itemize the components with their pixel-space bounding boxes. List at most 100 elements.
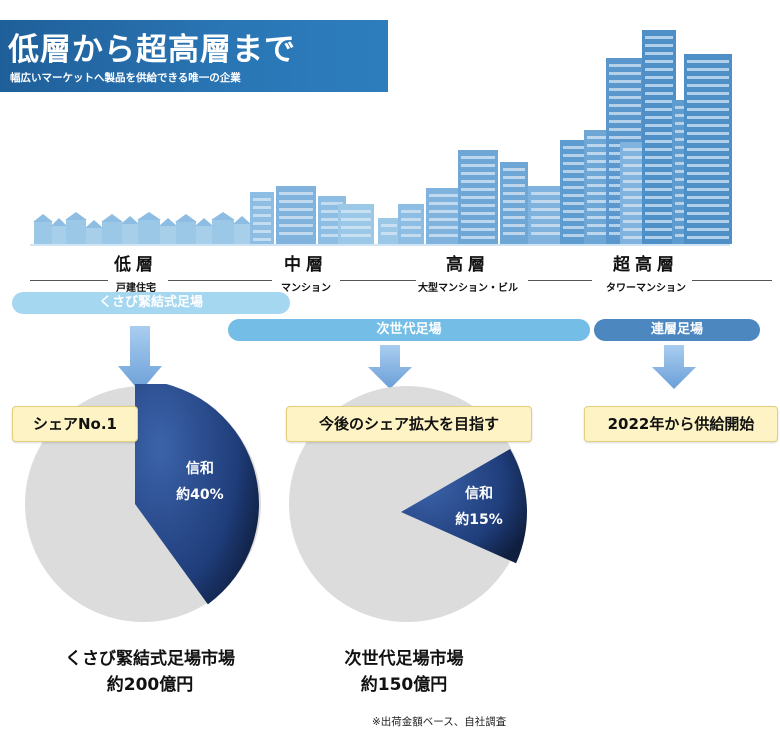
- building-window-row: [687, 172, 729, 175]
- building: [160, 226, 176, 244]
- building-window-row: [587, 224, 621, 227]
- building: [86, 228, 102, 244]
- share-expand-box: 今後のシェア拡大を目指す: [286, 406, 532, 442]
- building-window-row: [645, 68, 673, 71]
- building-roof: [211, 212, 235, 220]
- building-window-row: [531, 208, 561, 211]
- building-window-row: [321, 218, 343, 221]
- building-window-row: [279, 216, 313, 219]
- building-window-row: [587, 136, 621, 139]
- building-window-row: [253, 214, 271, 217]
- building-window-row: [623, 220, 647, 223]
- building-window-row: [623, 156, 647, 159]
- building-window-row: [253, 198, 271, 201]
- pie-slice-others: [289, 386, 525, 622]
- building-window-row: [609, 120, 641, 123]
- building-window-row: [645, 132, 673, 135]
- building-roof: [101, 214, 123, 222]
- building-window-row: [623, 180, 647, 183]
- building-window-row: [503, 232, 525, 235]
- pill-renso-scaffold: 連層足場: [594, 319, 760, 341]
- building-window-row: [687, 140, 729, 143]
- tier-mid-name: 中層: [284, 255, 328, 275]
- building-window-row: [401, 234, 421, 237]
- building-window-row: [687, 204, 729, 207]
- building-window-row: [687, 84, 729, 87]
- building-window-row: [687, 76, 729, 79]
- building-window-row: [609, 80, 641, 83]
- building-window-row: [645, 220, 673, 223]
- building-window-row: [461, 188, 495, 191]
- building-roof: [175, 214, 197, 222]
- building-window-row: [531, 216, 561, 219]
- building-window-row: [645, 180, 673, 183]
- building-window-row: [531, 200, 561, 203]
- building-window-row: [645, 108, 673, 111]
- building-window-row: [623, 236, 647, 239]
- building-window-row: [503, 168, 525, 171]
- building-window-row: [645, 92, 673, 95]
- tier-divider: [528, 280, 592, 281]
- market-caption-kusabi: くさび緊結式足場市場 約200億円: [20, 646, 280, 698]
- building: [66, 220, 86, 244]
- building-window-row: [687, 148, 729, 151]
- building-window-row: [461, 220, 495, 223]
- building: [102, 222, 122, 244]
- building-window-row: [687, 68, 729, 71]
- building-window-row: [587, 160, 621, 163]
- building-window-row: [623, 212, 647, 215]
- building-window-row: [609, 64, 641, 67]
- building-window-row: [503, 184, 525, 187]
- building-window-row: [531, 224, 561, 227]
- building-window-row: [563, 234, 587, 237]
- building-window-row: [687, 156, 729, 159]
- building-window-row: [381, 224, 397, 227]
- building-window-row: [587, 184, 621, 187]
- building-window-row: [531, 232, 561, 235]
- building-window-row: [687, 164, 729, 167]
- building-window-row: [645, 236, 673, 239]
- building-window-row: [253, 222, 271, 225]
- building-window-row: [563, 178, 587, 181]
- tier-high-desc: 大型マンション・ビル: [418, 283, 518, 294]
- building: [196, 226, 212, 244]
- building-window-row: [687, 188, 729, 191]
- building-window-row: [687, 100, 729, 103]
- building-window-row: [645, 156, 673, 159]
- pie-slice-value-label: 約15%: [455, 511, 503, 528]
- building-window-row: [645, 44, 673, 47]
- market-name: くさび緊結式足場市場: [65, 649, 235, 669]
- building-window-row: [687, 124, 729, 127]
- building-window-row: [401, 226, 421, 229]
- building-window-row: [623, 148, 647, 151]
- building-window-row: [687, 228, 729, 231]
- market-size: 約200億円: [106, 675, 194, 695]
- share-no1-box: シェアNo.1: [12, 406, 138, 442]
- building-window-row: [461, 212, 495, 215]
- building-window-row: [563, 202, 587, 205]
- tier-low: 低層 戸建住宅: [66, 250, 206, 294]
- building-window-row: [279, 192, 313, 195]
- pie-slice-label: 信和: [186, 460, 214, 477]
- building-roof: [159, 218, 177, 226]
- building-window-row: [645, 60, 673, 63]
- building-window-row: [645, 124, 673, 127]
- building-window-row: [645, 204, 673, 207]
- tier-low-desc: 戸建住宅: [116, 283, 156, 294]
- building: [122, 224, 138, 244]
- building-window-row: [253, 230, 271, 233]
- building-roof: [51, 218, 67, 226]
- building-window-row: [645, 52, 673, 55]
- building-window-row: [645, 116, 673, 119]
- building-window-row: [609, 128, 641, 131]
- building-window-row: [687, 220, 729, 223]
- building-window-row: [461, 172, 495, 175]
- building-window-row: [563, 186, 587, 189]
- building-window-row: [341, 210, 371, 213]
- building-window-row: [321, 226, 343, 229]
- building: [138, 220, 160, 244]
- building-window-row: [587, 208, 621, 211]
- tier-mid-desc: マンション: [281, 283, 331, 294]
- building-window-row: [253, 238, 271, 241]
